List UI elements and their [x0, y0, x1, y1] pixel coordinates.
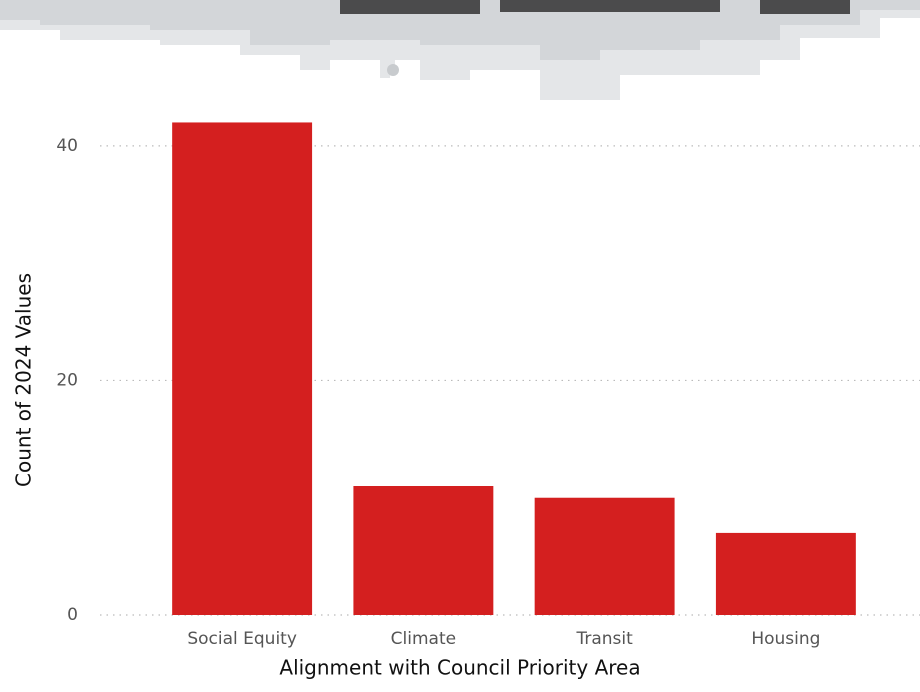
bar: [715, 532, 856, 615]
y-tick-label: 20: [56, 370, 78, 390]
x-tick-label: Climate: [391, 629, 456, 649]
bar: [172, 122, 313, 616]
x-tick-label: Housing: [751, 629, 820, 649]
y-tick-label: 0: [67, 605, 78, 625]
y-axis-title: Count of 2024 Values: [12, 273, 36, 487]
x-tick-label: Transit: [575, 629, 633, 649]
x-axis-title: Alignment with Council Priority Area: [279, 656, 640, 680]
bar: [353, 486, 494, 615]
bar: [534, 497, 675, 615]
y-tick-label: 40: [56, 136, 78, 156]
skyline-banner: [0, 0, 920, 100]
x-tick-label: Social Equity: [187, 629, 297, 649]
